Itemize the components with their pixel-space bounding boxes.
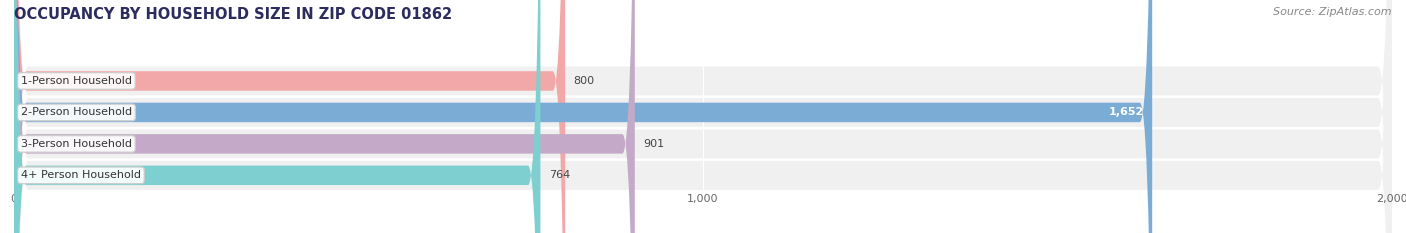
- Text: 800: 800: [574, 76, 595, 86]
- Text: OCCUPANCY BY HOUSEHOLD SIZE IN ZIP CODE 01862: OCCUPANCY BY HOUSEHOLD SIZE IN ZIP CODE …: [14, 7, 453, 22]
- Text: Source: ZipAtlas.com: Source: ZipAtlas.com: [1274, 7, 1392, 17]
- FancyBboxPatch shape: [14, 0, 634, 233]
- FancyBboxPatch shape: [14, 0, 1392, 233]
- FancyBboxPatch shape: [14, 0, 565, 233]
- Text: 1,652: 1,652: [1109, 107, 1144, 117]
- Text: 2-Person Household: 2-Person Household: [21, 107, 132, 117]
- Text: 901: 901: [643, 139, 664, 149]
- Text: 4+ Person Household: 4+ Person Household: [21, 170, 141, 180]
- Text: 3-Person Household: 3-Person Household: [21, 139, 132, 149]
- FancyBboxPatch shape: [14, 0, 1392, 233]
- FancyBboxPatch shape: [14, 0, 1152, 233]
- FancyBboxPatch shape: [14, 0, 540, 233]
- FancyBboxPatch shape: [14, 0, 1392, 233]
- Text: 1-Person Household: 1-Person Household: [21, 76, 132, 86]
- Text: 764: 764: [548, 170, 569, 180]
- FancyBboxPatch shape: [14, 0, 1392, 233]
